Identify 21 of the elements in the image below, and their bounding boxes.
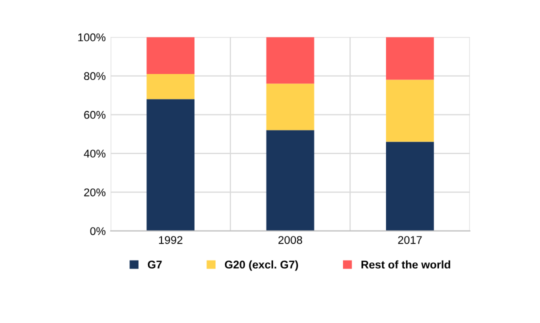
bar bbox=[386, 80, 434, 142]
y-tick-label: 100% bbox=[78, 33, 106, 42]
bar bbox=[146, 99, 194, 231]
legend-label: G7 bbox=[148, 260, 162, 269]
bar bbox=[386, 142, 434, 231]
bar bbox=[386, 37, 434, 80]
bar bbox=[266, 84, 314, 130]
y-tick-label: 80% bbox=[84, 72, 106, 80]
y-tick-label: 20% bbox=[84, 188, 106, 196]
bar bbox=[146, 37, 194, 74]
y-tick-label: 40% bbox=[84, 150, 106, 158]
x-tick-label: 2017 bbox=[398, 236, 422, 244]
x-tick-label: 2008 bbox=[278, 236, 302, 244]
x-tick-label: 1992 bbox=[159, 236, 182, 244]
bar bbox=[266, 130, 314, 231]
legend-label: G20 (excl. G7) bbox=[224, 260, 298, 271]
legend-label: Rest of the world bbox=[362, 260, 450, 269]
bar bbox=[146, 74, 194, 100]
bar bbox=[266, 37, 314, 84]
y-tick-label: 0% bbox=[90, 227, 106, 236]
y-tick-label: 60% bbox=[84, 110, 106, 119]
